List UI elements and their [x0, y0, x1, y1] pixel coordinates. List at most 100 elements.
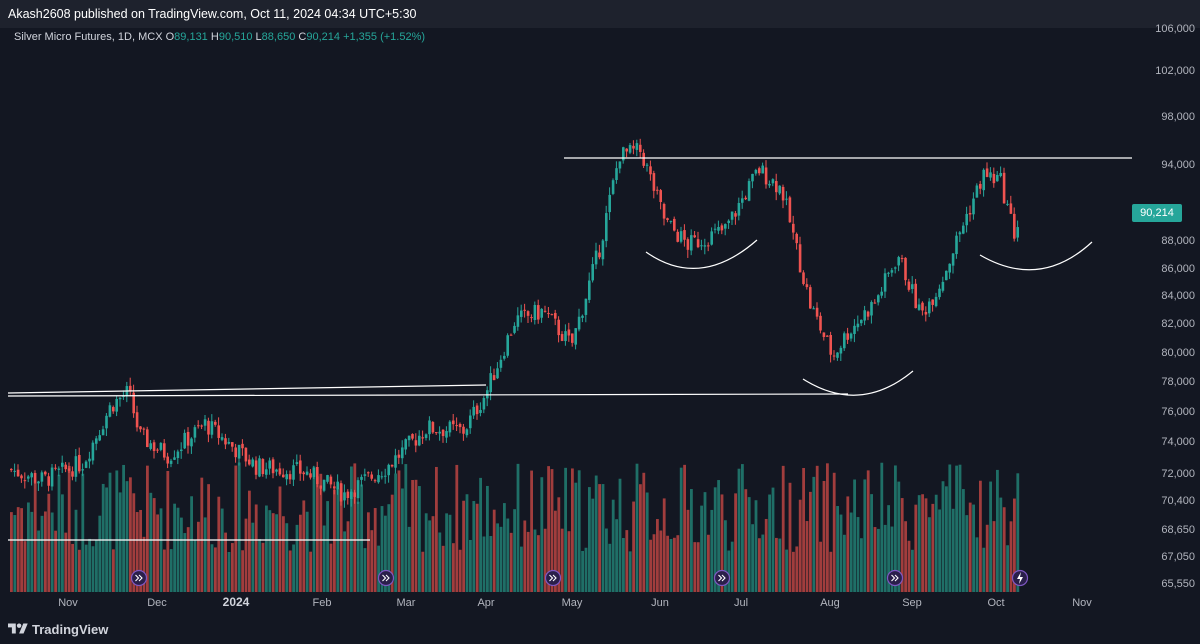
rounding-arc-3[interactable] — [979, 241, 1093, 271]
candle-body — [744, 197, 747, 200]
candle-body — [894, 267, 897, 269]
candle-body — [441, 429, 445, 437]
candle-body — [173, 457, 176, 460]
candle-body — [526, 311, 530, 316]
price-tick-label: 76,000 — [1161, 406, 1195, 418]
volume-bar — [197, 521, 200, 592]
earnings-event-icon[interactable] — [1011, 569, 1029, 587]
volume-bar — [458, 549, 462, 592]
candle-body — [197, 425, 200, 427]
volume-bar — [849, 512, 853, 592]
volume-bar — [98, 515, 102, 592]
candle-body — [652, 173, 656, 191]
volume-bar — [1016, 473, 1020, 592]
dividend-event-icon[interactable] — [544, 569, 562, 587]
candle-body — [754, 169, 758, 174]
volume-bar — [305, 511, 309, 592]
candle-body — [992, 173, 996, 184]
volume-bar — [707, 534, 710, 592]
drawings-layer[interactable] — [7, 157, 1132, 541]
candle-body — [132, 392, 135, 414]
time-tick-label: Apr — [477, 597, 494, 609]
volume-bar — [897, 481, 901, 592]
volume-bar — [234, 465, 238, 592]
rounding-arc-2[interactable] — [802, 370, 914, 396]
candle-body — [717, 226, 720, 231]
dividend-event-icon[interactable] — [713, 569, 731, 587]
candle-body — [761, 165, 764, 174]
volume-bar — [251, 522, 255, 592]
candle-body — [353, 492, 356, 497]
candle-body — [200, 425, 203, 427]
volume-bar — [724, 520, 727, 592]
tradingview-brand[interactable]: TradingView — [32, 622, 109, 637]
price-tick-label: 98,000 — [1161, 111, 1195, 123]
volume-bar — [492, 509, 496, 592]
volume-bar — [401, 488, 404, 592]
candle-body — [962, 225, 965, 234]
candle-body — [900, 258, 904, 260]
volume-bar — [220, 508, 224, 592]
candle-body — [135, 412, 139, 428]
volume-bar — [448, 514, 452, 592]
candle-body — [424, 434, 428, 438]
candle-body — [183, 432, 186, 449]
candle-body — [142, 428, 146, 430]
volume-bar — [917, 495, 921, 592]
event-markers[interactable] — [130, 569, 1029, 587]
candle-body — [734, 213, 737, 217]
candle-body — [13, 470, 16, 472]
volume-bar — [751, 524, 754, 592]
volume-bar — [356, 501, 360, 592]
volume-bar — [295, 524, 299, 592]
dividend-event-icon[interactable] — [886, 569, 904, 587]
volume-bar — [479, 477, 482, 592]
candle-body — [829, 334, 832, 355]
volume-bar — [996, 469, 999, 592]
candle-body — [292, 465, 295, 480]
volume-bar — [390, 494, 394, 592]
support-line[interactable] — [7, 393, 849, 397]
candle-body — [914, 283, 917, 309]
candle-body — [605, 213, 608, 242]
volume-bar — [951, 508, 955, 592]
volume-bar — [377, 545, 380, 592]
candle-body — [465, 429, 469, 436]
price-axis[interactable]: 106,000 102,000 98,000 94,000 88,000 86,000 84… — [1155, 23, 1195, 590]
candle-body — [911, 284, 914, 289]
candle-body — [180, 449, 183, 452]
volume-bar — [557, 497, 561, 592]
rounding-arc-1[interactable] — [645, 239, 758, 269]
rising-trendline[interactable] — [7, 384, 487, 394]
volume-bar — [775, 537, 778, 592]
volume-bar — [363, 548, 367, 592]
time-axis[interactable]: Nov Dec 2024 Feb Mar Apr May Jun Jul Aug Sep Oct Nov — [58, 595, 1092, 609]
time-tick-label: Jul — [734, 597, 748, 609]
candle-body — [428, 420, 431, 435]
legend-low: 88,650 — [261, 31, 296, 43]
candle-body — [809, 287, 812, 309]
candle-body — [945, 270, 948, 281]
candle-body — [938, 288, 941, 298]
volume-bar — [826, 463, 829, 592]
candle-body — [78, 454, 81, 472]
candle-body — [860, 319, 863, 324]
volume-bars — [10, 462, 1020, 592]
volume-bar — [132, 493, 136, 592]
candle-body — [815, 307, 819, 317]
dividend-event-icon[interactable] — [130, 569, 148, 587]
volume-bar — [744, 489, 748, 592]
volume-bar — [118, 492, 122, 592]
volume-bar — [339, 483, 343, 592]
candle-body — [645, 164, 649, 166]
candle-body — [479, 409, 482, 413]
volume-bar — [642, 472, 646, 592]
volume-bar — [50, 512, 54, 592]
candle-body — [33, 472, 37, 483]
volume-bar — [605, 528, 608, 592]
volume-bar — [815, 465, 819, 592]
dividend-event-icon[interactable] — [377, 569, 395, 587]
volume-bar — [455, 464, 459, 592]
tradingview-logo-icon[interactable] — [8, 621, 28, 637]
